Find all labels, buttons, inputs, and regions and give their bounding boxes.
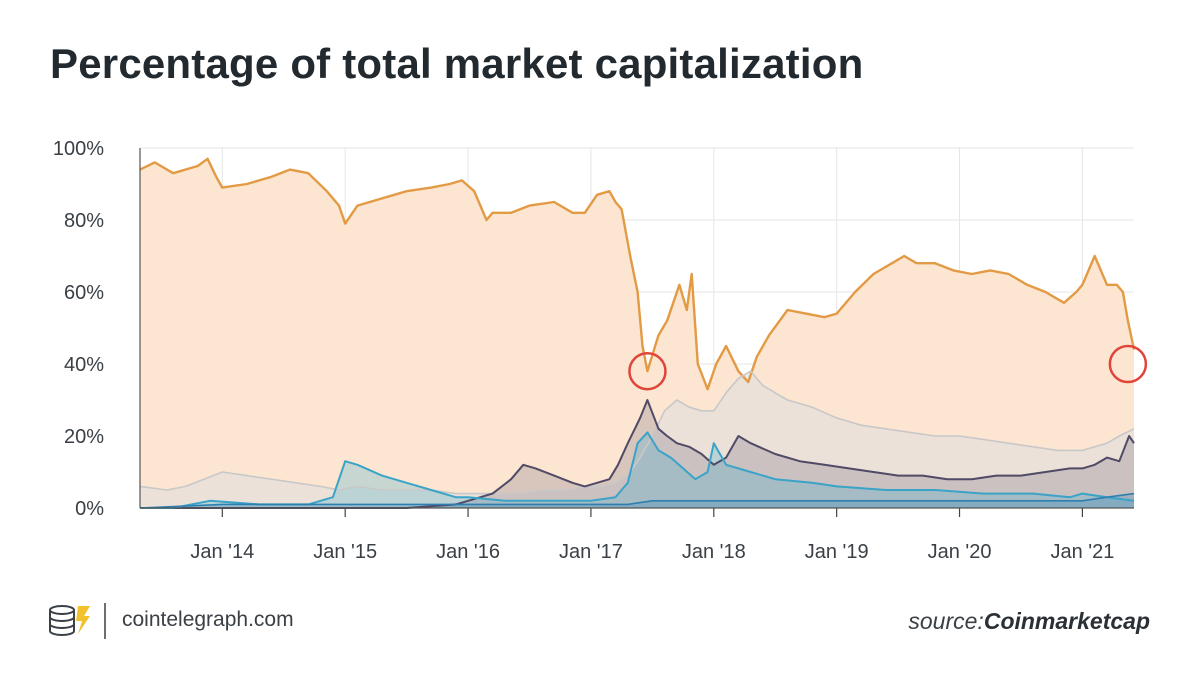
x-tick-label: Jan '20 — [928, 541, 992, 563]
x-tick-label: Jan '18 — [682, 541, 746, 563]
series-area-1 — [140, 158, 1134, 509]
series-line-2 — [139, 370, 1135, 495]
y-tick-label: 80% — [64, 210, 104, 232]
series-line-4 — [140, 431, 1135, 509]
series-area-4 — [140, 432, 1134, 508]
y-tick-label: 20% — [64, 426, 104, 448]
series-line-1 — [139, 157, 1136, 391]
x-tick-label: Jan '21 — [1050, 541, 1114, 563]
y-tick-label: 100% — [53, 138, 104, 160]
x-tick-label: Jan '17 — [559, 541, 623, 563]
area-layer — [140, 158, 1134, 509]
x-tick-label: Jan '15 — [313, 541, 377, 563]
x-tick-label: Jan '16 — [436, 541, 500, 563]
series-line-3 — [140, 399, 1135, 509]
cointelegraph-logo-icon — [49, 605, 90, 636]
y-tick-label: 40% — [64, 354, 104, 376]
y-tick-label: 0% — [75, 498, 104, 520]
source-name: Coinmarketcap — [983, 608, 1150, 634]
source-credit: source:Coinmarketcap — [908, 608, 1150, 635]
footer-separator — [104, 603, 106, 639]
x-tick-label: Jan '14 — [190, 541, 254, 563]
highlight-circle — [628, 351, 667, 391]
y-tick-label: 60% — [64, 282, 104, 304]
chart-title: Percentage of total market capitalizatio… — [50, 40, 864, 87]
line-layer — [139, 157, 1136, 509]
highlight-layer — [628, 344, 1148, 391]
source-prefix: source: — [908, 608, 984, 634]
axis-layer — [139, 148, 1134, 517]
x-tick-label: Jan '19 — [805, 541, 869, 563]
label-layer: 0% 20% 40% 60% 80% 100% Jan '14 Jan '15 Jan '16 J… — [53, 138, 1114, 563]
series-area-3 — [140, 400, 1134, 508]
series-line-5 — [139, 492, 1135, 509]
highlight-circle — [1108, 344, 1148, 384]
footer-site-link[interactable]: cointelegraph.com — [122, 608, 294, 631]
